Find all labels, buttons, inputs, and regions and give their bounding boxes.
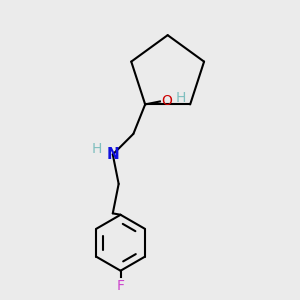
Text: N: N <box>106 147 119 162</box>
Text: H: H <box>175 91 186 105</box>
Text: F: F <box>117 279 124 293</box>
Text: O: O <box>161 94 172 109</box>
Text: H: H <box>92 142 102 156</box>
